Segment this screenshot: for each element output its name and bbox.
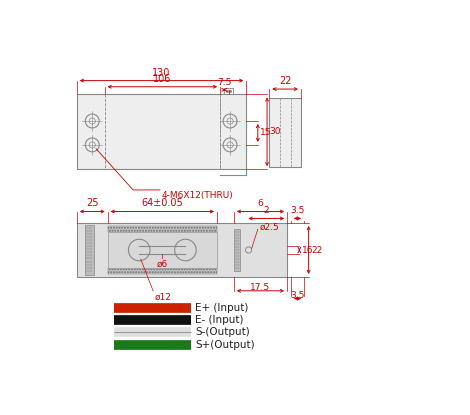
Bar xyxy=(77,223,287,277)
Text: E- (Input): E- (Input) xyxy=(196,315,244,325)
Text: S-(Output): S-(Output) xyxy=(196,327,250,337)
Bar xyxy=(269,98,301,167)
Text: 64±0.05: 64±0.05 xyxy=(141,198,183,208)
Text: 25: 25 xyxy=(86,198,99,208)
Text: 15: 15 xyxy=(260,129,272,137)
Bar xyxy=(77,95,246,169)
Text: 22: 22 xyxy=(311,246,322,254)
Text: 6: 6 xyxy=(258,200,263,208)
Text: 4-M6X12(THRU): 4-M6X12(THRU) xyxy=(162,191,233,200)
Text: 2: 2 xyxy=(264,206,269,215)
Text: 3.5: 3.5 xyxy=(290,291,305,300)
Text: ø12: ø12 xyxy=(155,292,172,301)
Text: 16: 16 xyxy=(302,246,313,254)
Bar xyxy=(86,225,94,275)
Bar xyxy=(108,226,217,232)
Text: S+(Output): S+(Output) xyxy=(196,340,255,350)
Bar xyxy=(234,229,240,271)
Text: E+ (Input): E+ (Input) xyxy=(196,303,249,313)
Text: ø2.5: ø2.5 xyxy=(259,223,279,232)
Text: 130: 130 xyxy=(152,68,171,78)
Text: 106: 106 xyxy=(153,74,172,84)
Bar xyxy=(108,232,217,269)
Text: 22: 22 xyxy=(279,76,291,86)
Text: 3.5: 3.5 xyxy=(290,206,305,215)
Text: ø6: ø6 xyxy=(157,260,168,269)
Text: 17.5: 17.5 xyxy=(251,283,271,292)
Text: 7.5: 7.5 xyxy=(217,78,232,87)
Bar xyxy=(108,269,217,274)
Text: 30: 30 xyxy=(269,127,281,136)
